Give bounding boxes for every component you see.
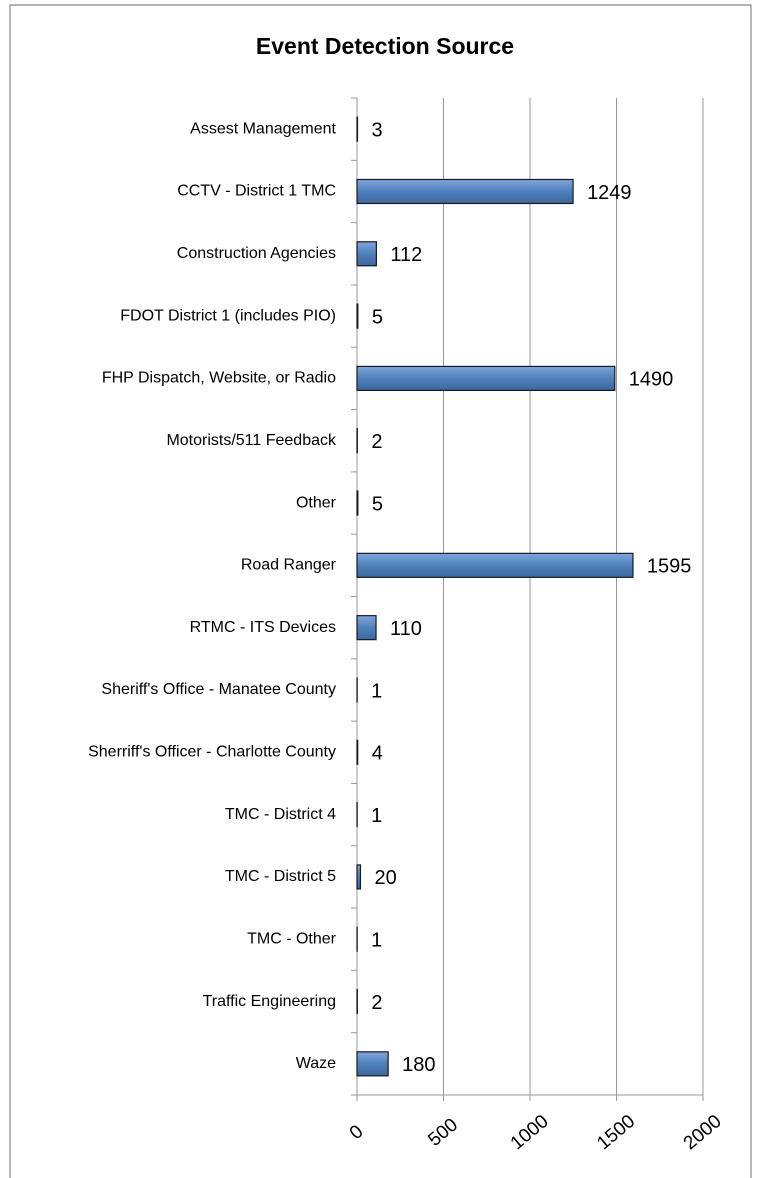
chart-frame: [9, 4, 752, 1178]
category-label: RTMC - ITS Devices: [190, 619, 336, 636]
bar: [356, 116, 359, 142]
x-tick-label: 1500: [593, 1111, 639, 1154]
category-label: Sherriff's Officer - Charlotte County: [88, 744, 336, 761]
value-label: 2: [371, 431, 382, 453]
x-tick-label: 1000: [507, 1111, 553, 1154]
category-label: Motorists/511 Feedback: [166, 432, 337, 449]
category-label: CCTV - District 1 TMC: [177, 183, 336, 200]
value-label: 5: [372, 306, 383, 328]
bar: [356, 864, 362, 890]
x-tick-label: 2000: [680, 1111, 726, 1154]
chart-title: Event Detection Source: [256, 33, 514, 59]
bar: [356, 365, 616, 392]
category-label: Road Ranger: [241, 557, 337, 574]
value-label: 20: [374, 867, 396, 889]
category-label: TMC - District 5: [225, 868, 336, 885]
value-label: 110: [390, 618, 422, 640]
value-label: 1: [371, 930, 382, 952]
category-label: TMC - District 4: [225, 806, 336, 823]
bar: [356, 1051, 389, 1077]
value-label: 5: [372, 493, 383, 515]
value-label: 1: [371, 805, 382, 827]
bar: [356, 303, 359, 329]
category-label: Sheriff's Office - Manatee County: [101, 681, 336, 698]
category-label: Assest Management: [190, 120, 336, 137]
value-label: 1595: [647, 556, 692, 578]
bar: [356, 241, 377, 267]
value-label: 2: [371, 992, 382, 1014]
bar: [356, 552, 634, 578]
category-label: TMC - Other: [247, 930, 337, 947]
value-label: 1490: [629, 369, 674, 391]
x-tick-label: 0: [346, 1121, 368, 1144]
bar: [356, 615, 377, 641]
value-label: 4: [372, 743, 383, 765]
bar: [356, 490, 359, 516]
x-tick-label: 500: [424, 1114, 462, 1150]
value-label: 112: [390, 244, 422, 266]
value-label: 3: [372, 119, 383, 141]
category-label: Traffic Engineering: [203, 993, 336, 1010]
category-label: Other: [296, 494, 337, 511]
bar: [356, 178, 574, 205]
value-label: 1: [371, 680, 382, 702]
category-label: FDOT District 1 (includes PIO): [120, 307, 336, 324]
category-label: FHP Dispatch, Website, or Radio: [102, 370, 336, 387]
value-label: 180: [402, 1054, 435, 1076]
value-label: 1249: [587, 182, 632, 204]
bar: [356, 739, 359, 765]
category-label: Construction Agencies: [177, 245, 336, 262]
category-label: Waze: [296, 1055, 336, 1072]
